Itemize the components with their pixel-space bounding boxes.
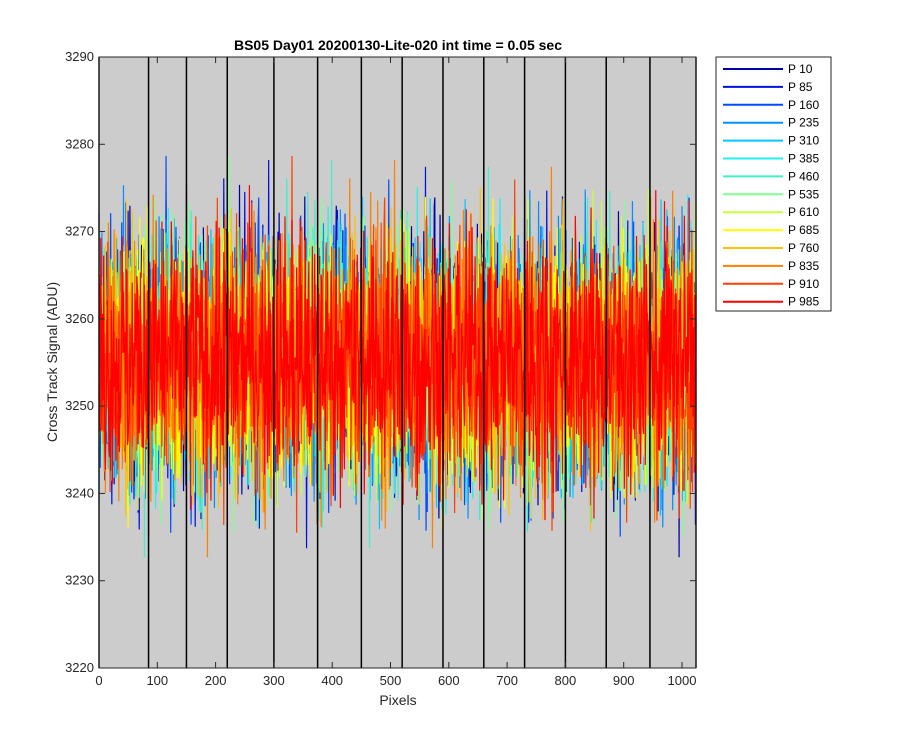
legend-label: P 760 [788, 241, 819, 255]
x-tick-label: 0 [95, 673, 102, 688]
legend-label: P 835 [788, 259, 819, 273]
y-tick-label: 3230 [65, 573, 94, 588]
legend-label: P 310 [788, 134, 819, 148]
series-layer [98, 156, 697, 558]
legend-label: P 610 [788, 205, 819, 219]
x-axis-label: Pixels [379, 692, 416, 708]
legend-label: P 460 [788, 169, 819, 183]
chart-title: BS05 Day01 20200130-Lite-020 int time = … [234, 37, 562, 53]
legend-label: P 160 [788, 98, 819, 112]
y-tick-label: 3240 [65, 485, 94, 500]
y-axis: 3220 3230 3240 3250 3260 3270 3280 3290 [65, 49, 696, 675]
x-tick-label: 1000 [668, 673, 697, 688]
y-axis-label: Cross Track Signal (ADU) [44, 282, 60, 442]
legend-label: P 985 [788, 295, 819, 309]
x-tick-label: 800 [555, 673, 577, 688]
x-tick-label: 200 [205, 673, 227, 688]
legend-box [715, 56, 832, 312]
x-tick-label: 700 [496, 673, 518, 688]
series-line-p-985 [98, 185, 697, 537]
legend-label: P 685 [788, 223, 819, 237]
y-tick-label: 3250 [65, 398, 94, 413]
legend: P 10 P 85 P 160 P 235 P 310 P 385 P 460 P 535 P … [715, 56, 832, 312]
y-tick-label: 3270 [65, 224, 94, 239]
legend-label: P 10 [788, 62, 813, 76]
series-line-p-910 [98, 156, 697, 533]
y-tick-label: 3260 [65, 311, 94, 326]
y-tick-label: 3220 [65, 660, 94, 675]
x-tick-label: 500 [380, 673, 402, 688]
legend-label: P 85 [788, 80, 813, 94]
x-axis: 0 100 200 300 400 500 600 700 800 900 1000 [95, 57, 696, 688]
y-tick-label: 3280 [65, 136, 94, 151]
x-tick-label: 300 [263, 673, 285, 688]
x-tick-label: 100 [146, 673, 168, 688]
legend-label: P 910 [788, 277, 819, 291]
legend-label: P 235 [788, 116, 819, 130]
x-tick-label: 600 [438, 673, 460, 688]
x-tick-label: 400 [321, 673, 343, 688]
plot-frame [98, 56, 697, 669]
x-tick-label: 900 [613, 673, 635, 688]
legend-label: P 385 [788, 152, 819, 166]
y-tick-label: 3290 [65, 49, 94, 64]
legend-label: P 535 [788, 187, 819, 201]
